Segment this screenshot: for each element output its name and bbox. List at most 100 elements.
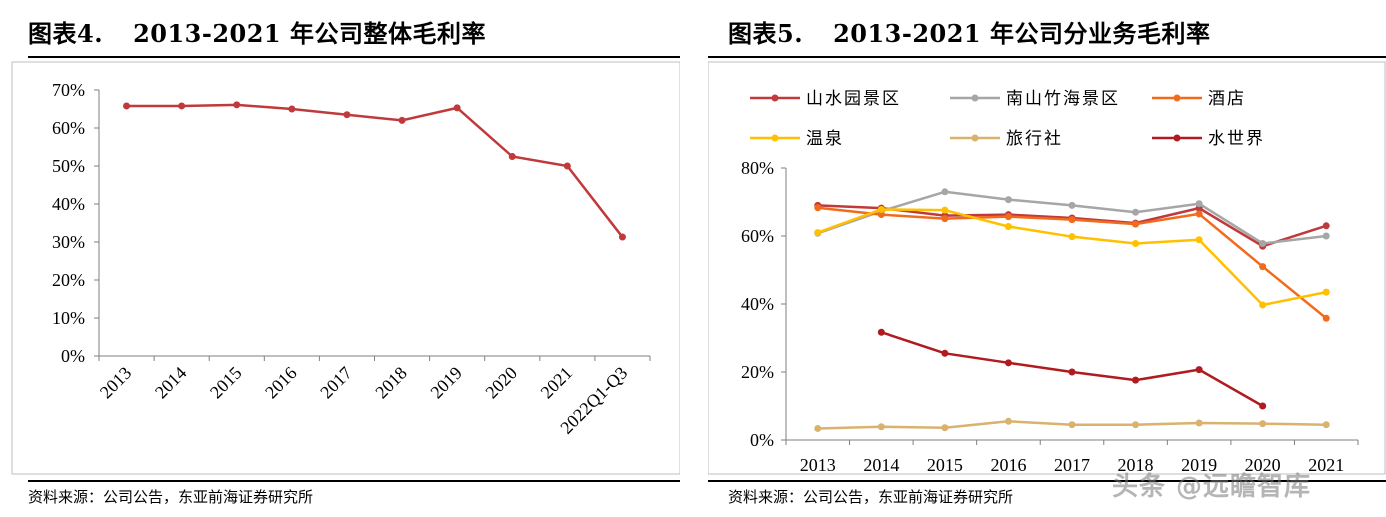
data-point: [1322, 314, 1330, 322]
data-point: [814, 424, 822, 432]
figure-4-title: 图表4. 2013-2021 年公司整体毛利率: [28, 14, 486, 49]
y-tick-label: 10%: [52, 308, 85, 328]
x-tick-label: 2014: [151, 363, 191, 403]
data-point: [877, 328, 885, 336]
data-point: [1132, 376, 1140, 384]
data-point: [1259, 420, 1267, 428]
segment-margin-chart: 0% 20% 40% 60% 80% 2013 2014 2015 2016 2017 2018 20…: [708, 61, 1386, 475]
data-point: [1195, 236, 1203, 244]
overall-margin-chart: 0% 10% 20% 30% 40% 50% 60% 70% 2013 2014 2015 2016 2…: [11, 61, 680, 475]
y-tick-label: 40%: [52, 194, 85, 214]
data-point: [1068, 201, 1076, 209]
data-point: [1004, 213, 1012, 221]
legend-label: 温泉: [806, 129, 844, 148]
data-point: [1322, 421, 1330, 429]
data-point: [1195, 419, 1203, 427]
figure-label: 图表5.: [728, 19, 804, 48]
top-rule: [708, 56, 1386, 58]
figure-title: 2013-2021 年公司整体毛利率: [133, 19, 486, 48]
bottom-rule: [28, 480, 680, 482]
y-tick-label: 60%: [741, 226, 774, 246]
data-point: [1322, 232, 1330, 240]
data-point: [453, 104, 461, 112]
y-tick-label: 20%: [741, 362, 774, 382]
chart-frame: [708, 61, 1386, 475]
legend-label: 水世界: [1208, 129, 1265, 148]
data-point: [508, 153, 516, 160]
bottom-rule: [708, 480, 1386, 482]
x-tick-label: 2015: [206, 363, 246, 403]
data-point: [563, 162, 571, 170]
data-point: [1004, 417, 1012, 425]
data-point: [178, 102, 186, 110]
data-point: [1195, 210, 1203, 218]
data-point: [343, 111, 351, 119]
source-note: 资料来源：公司公告，东亚前海证券研究所: [728, 488, 1014, 506]
overall-margin-line: [126, 103, 624, 238]
top-rule: [28, 56, 680, 58]
overall-margin-panel: 图表4. 2013-2021 年公司整体毛利率 0% 10% 20% 30% 40% 50%…: [0, 0, 680, 517]
data-point: [1068, 368, 1076, 376]
data-point: [233, 101, 241, 109]
data-point: [1132, 208, 1140, 216]
data-point: [1068, 233, 1076, 241]
legend-marker: [771, 94, 779, 102]
data-point: [123, 102, 131, 110]
x-tick-label: 2021: [537, 363, 577, 403]
data-point: [941, 188, 949, 196]
y-tick-label: 60%: [52, 118, 85, 138]
data-point: [1004, 222, 1012, 230]
y-tick-label: 30%: [52, 232, 85, 252]
data-point: [877, 423, 885, 431]
x-tick-label: 2021: [1308, 455, 1344, 475]
data-point: [1322, 222, 1330, 230]
legend-marker: [1173, 94, 1181, 102]
legend-label: 山水园景区: [806, 89, 901, 108]
legend-label: 南山竹海景区: [1006, 89, 1120, 108]
y-tick-label: 40%: [741, 294, 774, 314]
data-point: [877, 211, 885, 219]
x-tick-label: 2018: [371, 363, 411, 403]
data-point: [814, 229, 822, 237]
watermark: 头条 @远瞻智库: [1112, 472, 1312, 502]
x-tick-label: 2016: [261, 363, 301, 403]
x-tick-label: 2020: [1245, 455, 1281, 475]
data-point: [1068, 216, 1076, 224]
figure-label: 图表4.: [28, 19, 104, 48]
data-point: [1259, 301, 1267, 309]
y-tick-label: 0%: [61, 346, 85, 366]
data-point: [618, 233, 626, 241]
legend-marker: [971, 94, 979, 102]
y-tick-label: 50%: [52, 156, 85, 176]
legend-marker: [1173, 134, 1181, 142]
data-point: [1259, 263, 1267, 271]
data-point: [288, 105, 296, 113]
figure-title: 2013-2021 年公司分业务毛利率: [833, 19, 1211, 48]
data-point: [941, 215, 949, 223]
legend-label: 旅行社: [1006, 129, 1063, 148]
y-tick-label: 20%: [52, 270, 85, 290]
data-point: [1259, 239, 1267, 247]
data-point: [941, 424, 949, 432]
x-tick-label: 2020: [481, 363, 521, 403]
data-point: [814, 204, 822, 212]
x-tick-label: 2017: [1054, 455, 1090, 475]
legend-marker: [971, 134, 979, 142]
data-point: [1004, 196, 1012, 204]
x-tick-label: 2018: [1118, 455, 1154, 475]
data-point: [398, 116, 406, 124]
series-line: [817, 206, 1328, 320]
y-tick-label: 80%: [741, 158, 774, 178]
legend-marker: [771, 134, 779, 142]
y-tick-label: 70%: [52, 80, 85, 100]
x-tick-label: 2013: [96, 363, 136, 403]
source-note: 资料来源：公司公告，东亚前海证券研究所: [28, 488, 314, 506]
data-point: [1132, 220, 1140, 228]
data-point: [1322, 288, 1330, 296]
x-tick-label: 2019: [426, 363, 466, 403]
data-point: [877, 205, 885, 213]
data-point: [1259, 402, 1267, 410]
x-tick-label: 2014: [863, 455, 899, 475]
y-tick-label: 0%: [750, 430, 774, 450]
data-point: [1132, 421, 1140, 429]
